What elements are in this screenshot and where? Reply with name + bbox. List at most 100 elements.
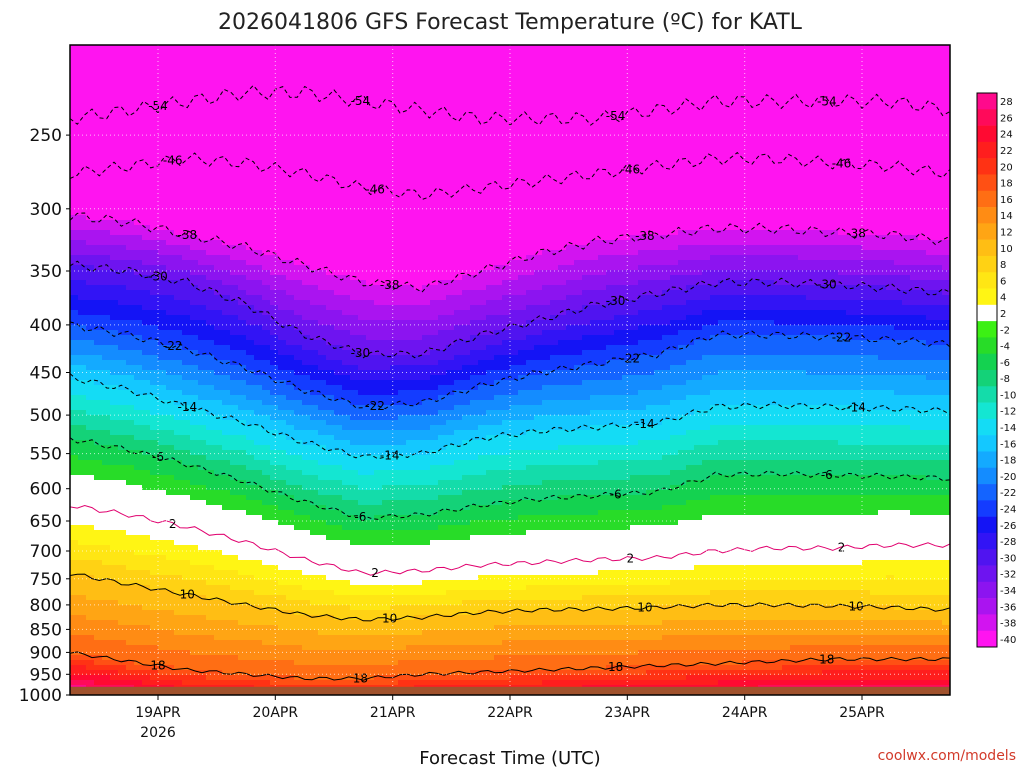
temperature-cell (302, 655, 311, 661)
temperature-cell (166, 460, 175, 466)
temperature-cell (342, 440, 351, 446)
temperature-cell (86, 200, 95, 206)
temperature-cell (254, 50, 263, 56)
temperature-cell (166, 670, 175, 676)
temperature-cell (342, 540, 351, 546)
temperature-cell (302, 345, 311, 351)
temperature-cell (310, 145, 319, 151)
temperature-cell (230, 645, 239, 651)
temperature-cell (270, 610, 279, 616)
temperature-cell (94, 515, 103, 521)
temperature-cell (302, 495, 311, 501)
temperature-cell (230, 565, 239, 571)
temperature-cell (94, 155, 103, 161)
temperature-cell (198, 120, 207, 126)
temperature-cell (214, 660, 223, 666)
temperature-cell (70, 190, 79, 196)
temperature-cell (294, 525, 303, 531)
temperature-cell (318, 200, 327, 206)
temperature-cell (350, 535, 359, 541)
temperature-cell (102, 275, 111, 281)
temperature-cell (238, 375, 247, 381)
temperature-cell (342, 615, 351, 621)
temperature-cell (94, 170, 103, 176)
temperature-cell (238, 100, 247, 106)
temperature-cell (86, 215, 95, 221)
temperature-cell (110, 55, 119, 61)
temperature-cell (78, 430, 87, 436)
temperature-cell (318, 475, 327, 481)
temperature-cell (326, 75, 335, 81)
temperature-cell (302, 310, 311, 316)
temperature-cell (110, 570, 119, 576)
temperature-cell (102, 225, 111, 231)
temperature-cell (70, 545, 79, 551)
temperature-cell (86, 155, 95, 161)
temperature-cell (174, 460, 183, 466)
temperature-cell (286, 410, 295, 416)
temperature-cell (110, 580, 119, 586)
temperature-cell (70, 665, 79, 671)
temperature-cell (158, 140, 167, 146)
temperature-cell (102, 200, 111, 206)
temperature-cell (94, 490, 103, 496)
temperature-cell (86, 385, 95, 391)
temperature-cell (222, 380, 231, 386)
temperature-cell (262, 575, 271, 581)
temperature-cell (70, 320, 79, 326)
temperature-cell (318, 130, 327, 136)
temperature-cell (350, 555, 359, 561)
temperature-cell (350, 480, 359, 486)
temperature-cell (70, 195, 79, 201)
temperature-cell (102, 300, 111, 306)
temperature-cell (110, 550, 119, 556)
temperature-cell (278, 265, 287, 271)
temperature-cell (166, 170, 175, 176)
temperature-cell (286, 475, 295, 481)
temperature-cell (206, 185, 215, 191)
temperature-cell (302, 140, 311, 146)
temperature-cell (174, 190, 183, 196)
temperature-cell (142, 230, 151, 236)
temperature-cell (206, 395, 215, 401)
temperature-cell (278, 375, 287, 381)
temperature-cell (366, 265, 375, 271)
temperature-cell (94, 295, 103, 301)
temperature-cell (134, 270, 143, 276)
temperature-cell (94, 205, 103, 211)
temperature-cell (254, 680, 263, 686)
temperature-cell (334, 575, 343, 581)
temperature-cell (206, 665, 215, 671)
temperature-cell (334, 450, 343, 456)
temperature-cell (150, 375, 159, 381)
temperature-cell (118, 300, 127, 306)
temperature-cell (134, 295, 143, 301)
temperature-cell (286, 90, 295, 96)
temperature-cell (94, 470, 103, 476)
temperature-cell (102, 255, 111, 261)
temperature-cell (238, 455, 247, 461)
temperature-cell (334, 480, 343, 486)
temperature-cell (150, 460, 159, 466)
temperature-cell (358, 365, 367, 371)
temperature-cell (206, 525, 215, 531)
temperature-cell (102, 180, 111, 186)
temperature-cell (254, 605, 263, 611)
temperature-cell (206, 460, 215, 466)
temperature-cell (286, 175, 295, 181)
temperature-cell (286, 470, 295, 476)
temperature-cell (326, 230, 335, 236)
temperature-cell (150, 270, 159, 276)
temperature-cell (358, 480, 367, 486)
temperature-cell (302, 435, 311, 441)
temperature-cell (190, 70, 199, 76)
temperature-cell (278, 280, 287, 286)
temperature-cell (374, 260, 383, 266)
temperature-cell (78, 300, 87, 306)
temperature-cell (206, 580, 215, 586)
temperature-cell (326, 360, 335, 366)
temperature-cell (174, 450, 183, 456)
temperature-cell (102, 505, 111, 511)
temperature-cell (374, 265, 383, 271)
temperature-cell (326, 70, 335, 76)
